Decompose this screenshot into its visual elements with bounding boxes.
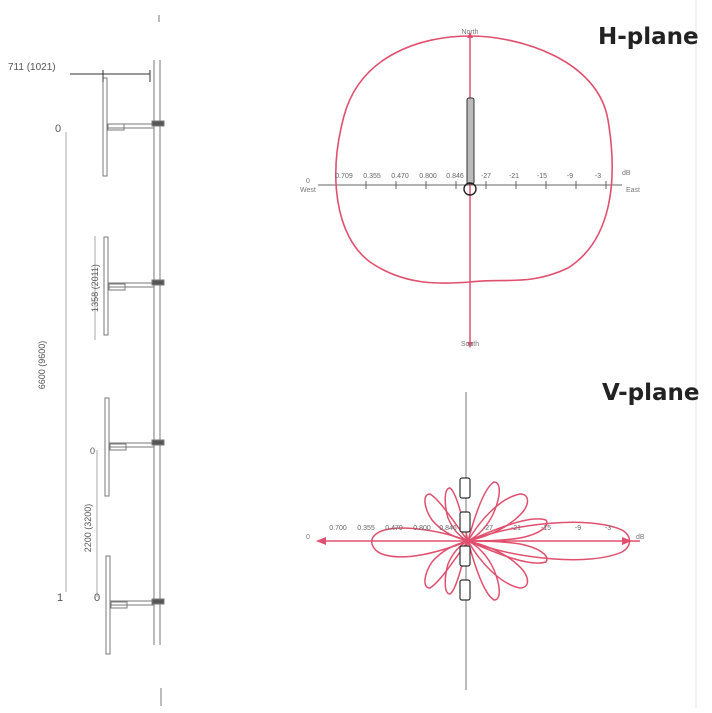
- element-spacing-label: 1358 (2011): [90, 264, 100, 312]
- dipole-2: [103, 236, 165, 336]
- h-plane-chart: North South East West 0 dB 0.709 0.355 0…: [300, 29, 640, 348]
- north-arrow-icon: [467, 32, 473, 38]
- h-scale-left-0: 0.709: [335, 173, 353, 180]
- dipole-3: [104, 397, 165, 497]
- dipole-clamp: [108, 283, 126, 291]
- h-plane-pattern: [335, 35, 613, 284]
- h-scale-left-3: 0.800: [419, 173, 437, 180]
- lower-spacing-label: 2200 (3200): [83, 504, 93, 553]
- v-scale-right-4: -3: [605, 525, 611, 532]
- v-plane-title: V-plane: [602, 380, 700, 406]
- v-side-lobe: [466, 481, 500, 543]
- dipole-element: [102, 77, 108, 177]
- v-back-lobe-left: [371, 527, 471, 558]
- v-dipole-element-icon: [459, 511, 471, 533]
- v-scale-end-left: 0: [306, 534, 310, 541]
- mast-bracket: [151, 279, 165, 286]
- v-scale-left-1: 0.355: [357, 525, 375, 532]
- h-scale-left-4: 0.846: [446, 173, 464, 180]
- mast-bracket: [151, 439, 165, 446]
- v-dipole-element-icon: [459, 545, 471, 567]
- left-arrow-icon: [316, 537, 326, 545]
- south-arrow-icon: [467, 342, 473, 348]
- v-dipole-element-icon: [459, 579, 471, 601]
- h-scale-right-1: -21: [509, 173, 519, 180]
- dipole-clamp: [107, 123, 125, 131]
- antenna-array: [65, 15, 165, 706]
- h-scale-end-left: 0: [306, 178, 310, 185]
- v-scale-right-3: -9: [575, 525, 581, 532]
- v-side-lobe: [466, 539, 529, 589]
- v-side-lobe: [424, 539, 470, 589]
- v-scale-left-2: 0.470: [385, 525, 403, 532]
- v-scale-left-0: 0.700: [329, 525, 347, 532]
- dipole-clamp: [110, 601, 128, 609]
- antenna-element-icon: [466, 97, 475, 185]
- dipole-element: [105, 555, 111, 655]
- bottom-marker-b: 0: [94, 592, 100, 604]
- v-scale-left-4: 0.846: [439, 525, 457, 532]
- compass-north: North: [461, 29, 478, 36]
- v-side-lobe: [466, 539, 500, 601]
- v-main-lobe-right: [465, 521, 631, 561]
- top-width-label: 711 (1021): [8, 62, 56, 73]
- dipole-clamp: [109, 443, 127, 451]
- h-scale-end-right: dB: [622, 170, 631, 177]
- v-side-lobe: [467, 518, 548, 542]
- bottom-marker-a: 1: [57, 592, 63, 604]
- v-scale-end-right: dB: [636, 534, 645, 541]
- h-scale-right-0: -27: [481, 173, 491, 180]
- dipole-4: [105, 555, 165, 655]
- h-scale-right-2: -15: [537, 173, 547, 180]
- v-dipole-element-icon: [459, 477, 471, 499]
- h-scale-left-1: 0.355: [363, 173, 381, 180]
- h-scale-right-4: -3: [595, 173, 601, 180]
- v-side-lobe: [444, 487, 470, 543]
- mid-marker: 0: [90, 446, 95, 456]
- compass-west: West: [300, 187, 316, 194]
- v-scale-right-2: -15: [541, 525, 551, 532]
- v-side-lobe: [444, 539, 470, 595]
- v-scale-right-0: -27: [483, 525, 493, 532]
- total-height-label: 6600 (9600): [37, 341, 47, 390]
- dipole-element: [103, 236, 109, 336]
- h-scale-left-2: 0.470: [391, 173, 409, 180]
- mast-circle-icon: [463, 182, 477, 196]
- h-plane-title: H-plane: [598, 24, 699, 50]
- mast-bracket: [151, 120, 165, 127]
- h-scale-right-3: -9: [567, 173, 573, 180]
- mast-bracket: [151, 598, 165, 605]
- compass-east: East: [626, 187, 640, 194]
- compass-south: South: [461, 341, 479, 348]
- v-side-lobe: [424, 493, 470, 543]
- dipole-1: [102, 77, 165, 177]
- v-side-lobe: [466, 493, 529, 543]
- dipole-element: [104, 397, 110, 497]
- v-side-lobe: [467, 540, 548, 564]
- v-plane-chart: 0 dB 0.700 0.355 0.470 0.800 0.846 -27 -…: [306, 392, 645, 690]
- right-arrow-icon: [622, 537, 632, 545]
- top-marker: 0: [55, 123, 61, 135]
- v-scale-right-1: -21: [511, 525, 521, 532]
- v-scale-left-3: 0.800: [413, 525, 431, 532]
